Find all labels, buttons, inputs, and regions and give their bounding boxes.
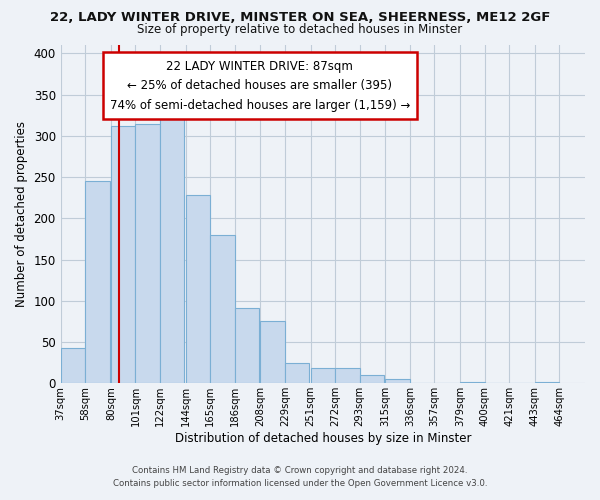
Bar <box>535 382 559 384</box>
Text: ← 25% of detached houses are smaller (395): ← 25% of detached houses are smaller (39… <box>127 79 392 92</box>
Text: 22, LADY WINTER DRIVE, MINSTER ON SEA, SHEERNESS, ME12 2GF: 22, LADY WINTER DRIVE, MINSTER ON SEA, S… <box>50 11 550 24</box>
Bar <box>61 348 85 384</box>
FancyBboxPatch shape <box>103 52 417 120</box>
Bar <box>185 195 210 384</box>
Bar <box>335 368 359 384</box>
X-axis label: Distribution of detached houses by size in Minster: Distribution of detached houses by size … <box>175 432 471 445</box>
Bar <box>285 362 310 384</box>
Text: 74% of semi-detached houses are larger (1,159) →: 74% of semi-detached houses are larger (… <box>110 100 410 112</box>
Bar <box>136 124 160 384</box>
Bar <box>85 181 110 384</box>
Bar <box>235 308 259 384</box>
Bar <box>385 379 410 384</box>
Bar <box>160 108 184 384</box>
Bar <box>260 322 285 384</box>
Text: 22 LADY WINTER DRIVE: 87sqm: 22 LADY WINTER DRIVE: 87sqm <box>166 60 353 74</box>
Bar <box>460 382 485 384</box>
Text: Size of property relative to detached houses in Minster: Size of property relative to detached ho… <box>137 22 463 36</box>
Bar <box>311 368 335 384</box>
Y-axis label: Number of detached properties: Number of detached properties <box>15 121 28 307</box>
Bar <box>210 235 235 384</box>
Bar <box>111 126 136 384</box>
Text: Contains HM Land Registry data © Crown copyright and database right 2024.
Contai: Contains HM Land Registry data © Crown c… <box>113 466 487 487</box>
Bar <box>359 375 384 384</box>
